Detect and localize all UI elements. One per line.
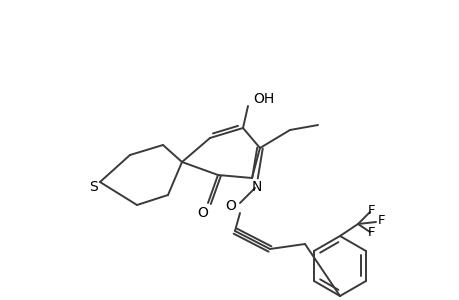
Text: OH: OH [253,92,274,106]
Text: F: F [368,226,375,238]
Text: N: N [251,180,262,194]
Text: F: F [377,214,385,226]
Text: S: S [90,180,98,194]
Text: F: F [368,203,375,217]
Text: O: O [225,199,236,213]
Text: O: O [197,206,208,220]
